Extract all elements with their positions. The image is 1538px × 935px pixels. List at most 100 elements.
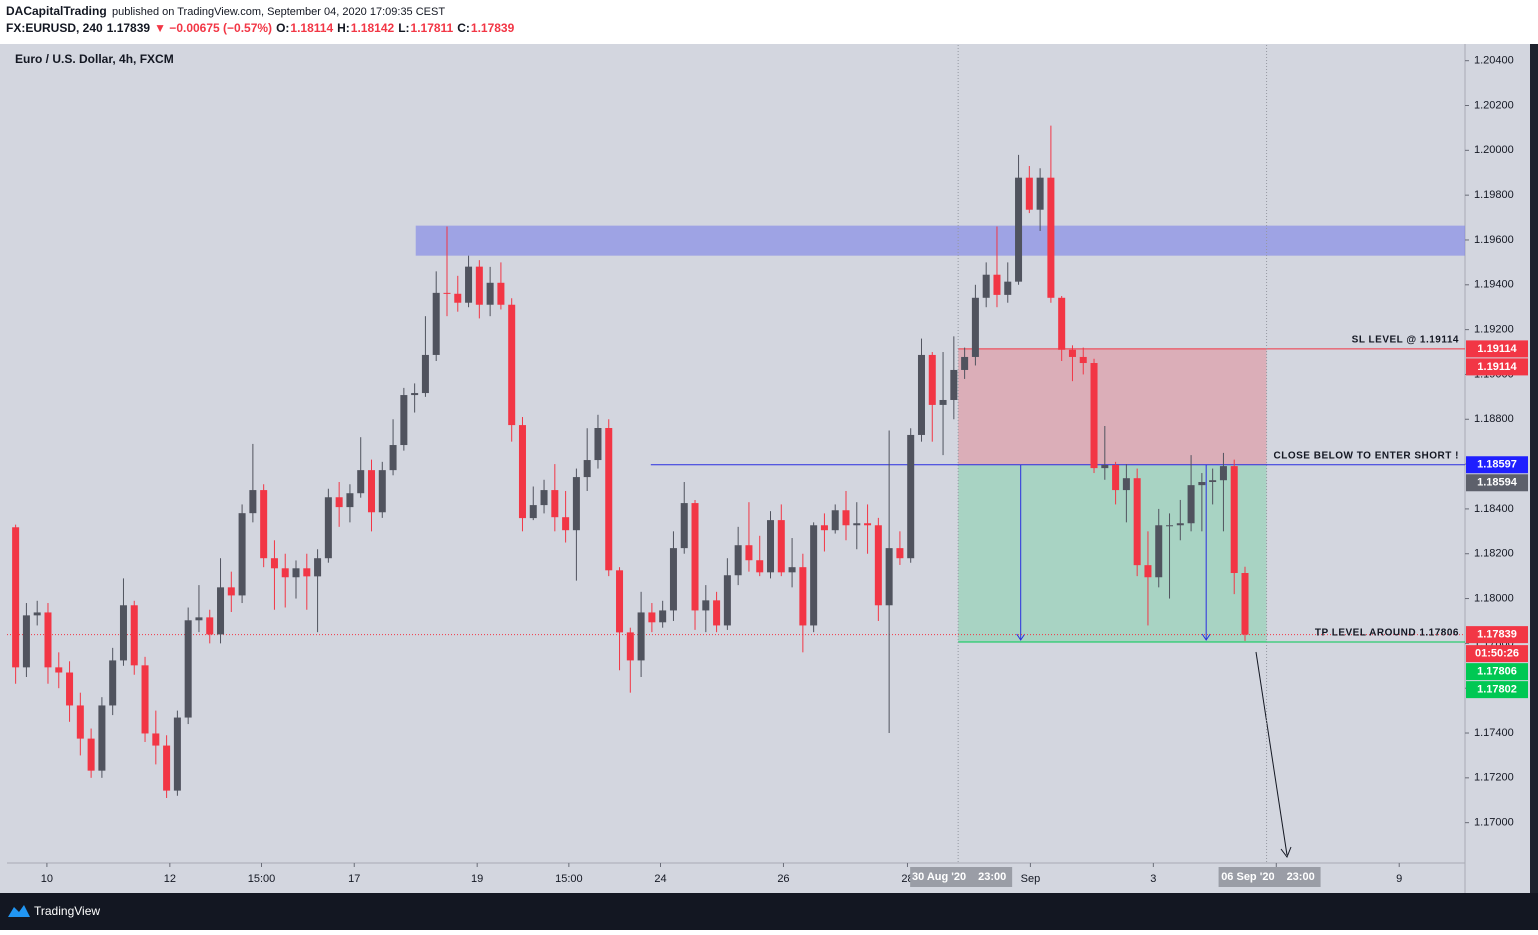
time-label: 23:00: [978, 871, 1006, 883]
price-label: 1.18597: [1477, 459, 1517, 471]
candle-body: [238, 513, 246, 596]
candle-body: [1058, 297, 1066, 350]
candle-body: [648, 612, 656, 623]
candle-body: [928, 354, 936, 405]
candle-body: [1101, 464, 1109, 469]
price-label: 1.17806: [1477, 666, 1517, 678]
candle-body: [163, 745, 171, 791]
candle-body: [1166, 525, 1174, 527]
candle-body: [98, 705, 106, 771]
y-tick-label: 1.20000: [1474, 144, 1514, 156]
price-label-bg: [1466, 456, 1528, 474]
candle-body: [195, 617, 203, 621]
candle-body: [1230, 466, 1238, 574]
candle-body: [518, 425, 526, 519]
price-label-bg: [1466, 681, 1528, 699]
candle-body: [465, 266, 473, 303]
date-label: 30 Aug '20: [912, 871, 966, 883]
candle-body: [411, 393, 419, 396]
candle-body: [961, 356, 969, 370]
candle-body: [119, 605, 127, 661]
candle-body: [1015, 177, 1023, 282]
candle-body: [788, 567, 796, 573]
x-tick-label: 26: [777, 873, 789, 885]
candle-body: [227, 587, 235, 596]
price-label-bg: [1466, 474, 1528, 492]
y-tick-label: 1.19800: [1474, 189, 1514, 201]
candle-body: [281, 568, 289, 578]
candle-body: [260, 490, 268, 559]
candle-body: [616, 570, 624, 633]
candle-body: [1068, 349, 1076, 357]
x-tick-label: 17: [348, 873, 360, 885]
candle-body: [745, 545, 753, 561]
candle-body: [130, 605, 138, 666]
candle-body: [982, 274, 990, 298]
candle-body: [583, 460, 591, 478]
header-text: 1.17839: [107, 21, 151, 35]
x-tick-label: 24: [654, 873, 666, 885]
candle-body: [1241, 573, 1249, 635]
price-label-bg: [1466, 663, 1528, 681]
candle-body: [33, 612, 41, 616]
candle-body: [508, 304, 516, 426]
stop-zone: [958, 348, 1267, 465]
price-label: 01:50:26: [1475, 648, 1519, 660]
candle-body: [756, 560, 764, 573]
y-tick-label: 1.20400: [1474, 55, 1514, 67]
candle-body: [346, 493, 354, 508]
candle-body: [389, 445, 397, 471]
y-tick-label: 1.18200: [1474, 548, 1514, 560]
y-tick-label: 1.19200: [1474, 324, 1514, 336]
candle-body: [486, 282, 494, 305]
candle-body: [206, 617, 214, 635]
candle-body: [820, 525, 828, 531]
candle-body: [939, 399, 947, 405]
candle-body: [314, 558, 322, 577]
candle-body: [1036, 177, 1044, 210]
candle-body: [1219, 466, 1227, 481]
candle-body: [874, 525, 882, 606]
price-label: 1.17802: [1477, 684, 1517, 696]
brand: TradingView: [34, 904, 100, 918]
candle-body: [184, 620, 192, 718]
candle-body: [605, 428, 613, 571]
candle-body: [529, 505, 537, 519]
x-tick-label: 10: [41, 873, 53, 885]
x-tick-label: 15:00: [555, 873, 583, 885]
candle-body: [917, 354, 925, 435]
candle-body: [669, 548, 677, 611]
edge: [1530, 44, 1538, 893]
author: DACapitalTrading: [6, 4, 107, 18]
candle-body: [400, 395, 408, 446]
candle-body: [1047, 177, 1055, 298]
header-text: ▼ −0.00675 (−0.57%): [154, 21, 272, 35]
candle-body: [713, 600, 721, 626]
x-tick-label: 12: [164, 873, 176, 885]
x-tick-label: 15:00: [248, 873, 276, 885]
candle-body: [1090, 363, 1098, 469]
published: published on TradingView.com, September …: [112, 6, 445, 18]
arrow-head: [1016, 633, 1026, 641]
symbol-line: FX:EURUSD, 240 1.17839 ▼ −0.00675 (−0.57%)…: [6, 21, 515, 35]
candle-body: [367, 470, 376, 513]
candle-body: [1025, 177, 1033, 210]
candle-body: [562, 517, 570, 531]
candle-body: [109, 660, 117, 706]
candle-body: [831, 510, 839, 531]
chart-title: Euro / U.S. Dollar, 4h, FXCM: [15, 52, 174, 66]
candle-body: [799, 567, 807, 626]
time-label: 23:00: [1287, 871, 1315, 883]
candle-body: [357, 470, 365, 494]
candle-body: [22, 615, 30, 668]
candle-body: [1155, 525, 1163, 578]
price-label: 1.19114: [1477, 361, 1517, 373]
resistance-zone: [415, 225, 1466, 256]
annotation: SL LEVEL @ 1.19114: [1352, 335, 1459, 346]
candle-body: [594, 428, 602, 461]
header-text: 1.18114: [290, 21, 333, 35]
candle-body: [950, 369, 958, 400]
arrow-head: [1201, 633, 1211, 641]
candle-body: [691, 503, 699, 611]
